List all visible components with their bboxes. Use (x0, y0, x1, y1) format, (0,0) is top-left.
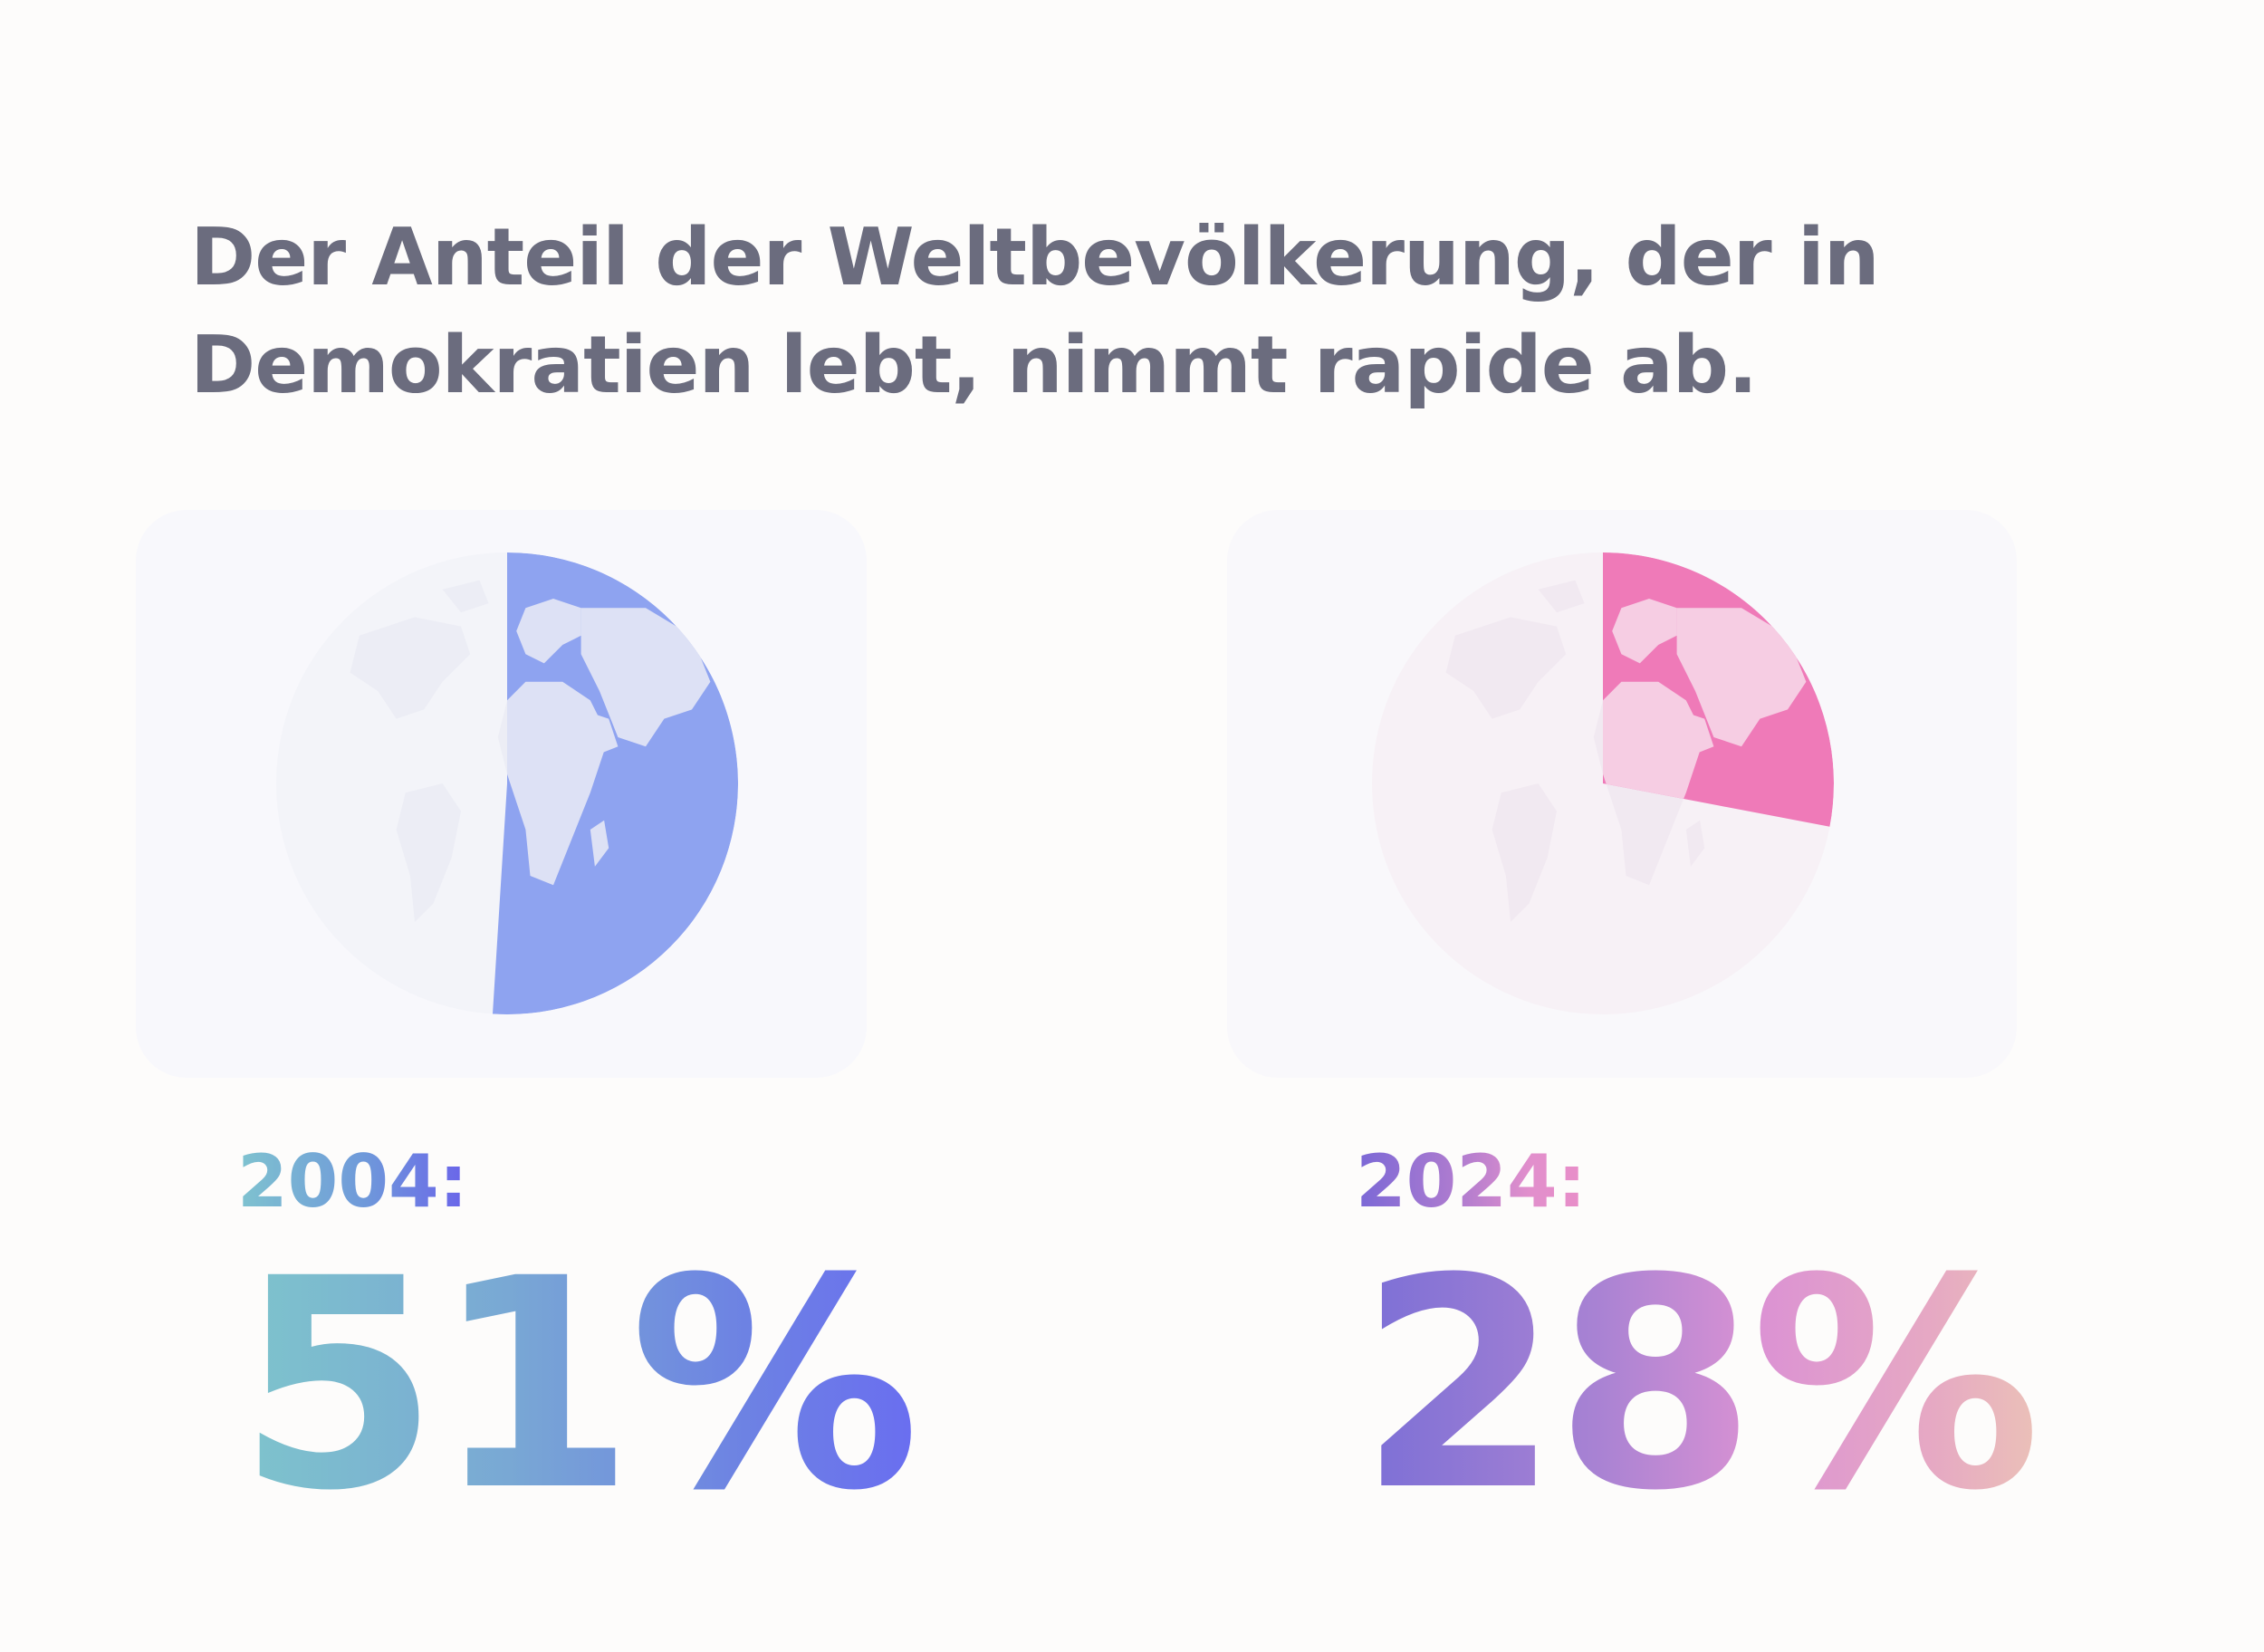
continent-shape (1538, 580, 1585, 613)
percent-value-2024: 28% (1358, 1217, 2041, 1554)
globe-pie-chart-2004 (276, 552, 738, 1014)
continent-shape (350, 617, 471, 719)
continent-shape (1445, 617, 1567, 719)
pie-slice-share (1603, 552, 1834, 827)
continent-shape (1676, 608, 1807, 747)
headline-line-2: Demokratien lebt, nimmt rapide ab. (190, 319, 1758, 411)
headline: Der Anteil der Weltbevölkerung, der in D… (190, 204, 1880, 419)
globe-pie-chart-2024 (1372, 552, 1834, 1014)
continent-shape (442, 580, 489, 613)
continent-shape (580, 608, 711, 747)
pie-slice-share (492, 552, 738, 1014)
continent-shape (497, 681, 609, 886)
year-label-2004: 2004: (237, 1137, 468, 1227)
continent-shape (590, 820, 609, 867)
continent-shape (1685, 820, 1705, 867)
continent-shape (396, 783, 461, 922)
continent-shape (1492, 783, 1557, 922)
continent-shape (1676, 709, 1714, 756)
continent-shape (580, 709, 619, 756)
continents-highlight (497, 599, 711, 886)
year-label-2024: 2024: (1356, 1137, 1587, 1227)
continent-shape (1612, 599, 1677, 664)
continents-highlight (1603, 599, 1807, 827)
percent-value-2004: 51% (237, 1217, 920, 1554)
continent-shape (516, 599, 581, 664)
continent-shape (1603, 681, 1705, 827)
headline-line-1: Der Anteil der Weltbevölkerung, der in (190, 211, 1880, 303)
